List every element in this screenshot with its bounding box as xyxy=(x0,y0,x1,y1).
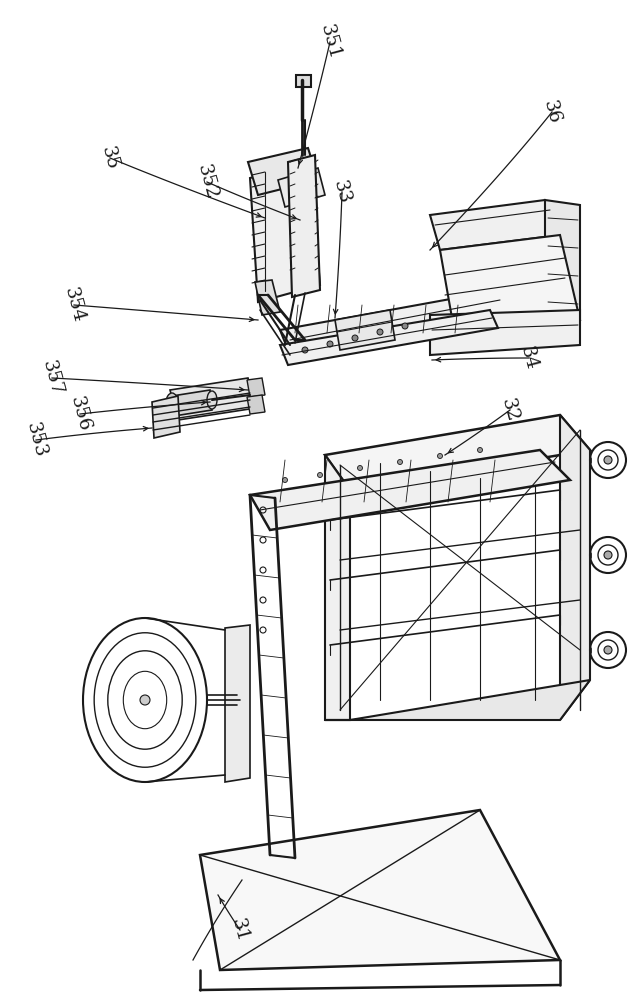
Polygon shape xyxy=(250,450,570,530)
Polygon shape xyxy=(545,200,580,325)
Polygon shape xyxy=(560,415,590,720)
Circle shape xyxy=(318,473,323,478)
Circle shape xyxy=(302,347,308,353)
Polygon shape xyxy=(335,310,395,350)
Polygon shape xyxy=(172,390,212,416)
Circle shape xyxy=(377,329,383,335)
Circle shape xyxy=(402,323,408,329)
Circle shape xyxy=(604,646,612,654)
Text: 36: 36 xyxy=(540,98,564,126)
Circle shape xyxy=(604,551,612,559)
Polygon shape xyxy=(255,280,280,315)
Polygon shape xyxy=(278,168,325,207)
Ellipse shape xyxy=(166,393,178,413)
Polygon shape xyxy=(248,148,318,195)
Polygon shape xyxy=(280,290,510,355)
Text: 353: 353 xyxy=(23,420,50,460)
Circle shape xyxy=(357,466,362,471)
Polygon shape xyxy=(430,200,560,250)
Polygon shape xyxy=(152,396,180,438)
Polygon shape xyxy=(200,810,560,970)
Text: 357: 357 xyxy=(39,358,65,398)
Circle shape xyxy=(140,695,150,705)
Circle shape xyxy=(604,456,612,464)
Circle shape xyxy=(438,454,443,458)
Polygon shape xyxy=(440,235,580,335)
Circle shape xyxy=(283,478,288,483)
Polygon shape xyxy=(325,455,350,720)
Circle shape xyxy=(327,341,333,347)
Circle shape xyxy=(352,335,358,341)
Circle shape xyxy=(398,460,403,464)
Circle shape xyxy=(477,448,482,452)
Polygon shape xyxy=(325,415,590,490)
Text: 35: 35 xyxy=(98,144,122,172)
Text: 32: 32 xyxy=(498,396,522,424)
Ellipse shape xyxy=(207,391,217,409)
Text: 34: 34 xyxy=(517,344,541,372)
Polygon shape xyxy=(247,395,265,414)
Polygon shape xyxy=(170,378,256,420)
Polygon shape xyxy=(430,310,580,355)
Text: 351: 351 xyxy=(317,22,344,62)
Polygon shape xyxy=(288,155,320,297)
Polygon shape xyxy=(280,310,498,365)
Text: 352: 352 xyxy=(193,162,220,202)
Text: 31: 31 xyxy=(228,916,252,944)
Polygon shape xyxy=(225,625,250,782)
Polygon shape xyxy=(325,680,590,720)
Text: 33: 33 xyxy=(330,178,354,206)
Text: 356: 356 xyxy=(67,394,94,434)
Polygon shape xyxy=(247,378,265,397)
Text: 354: 354 xyxy=(61,285,87,325)
Polygon shape xyxy=(250,162,320,302)
Polygon shape xyxy=(296,75,311,87)
